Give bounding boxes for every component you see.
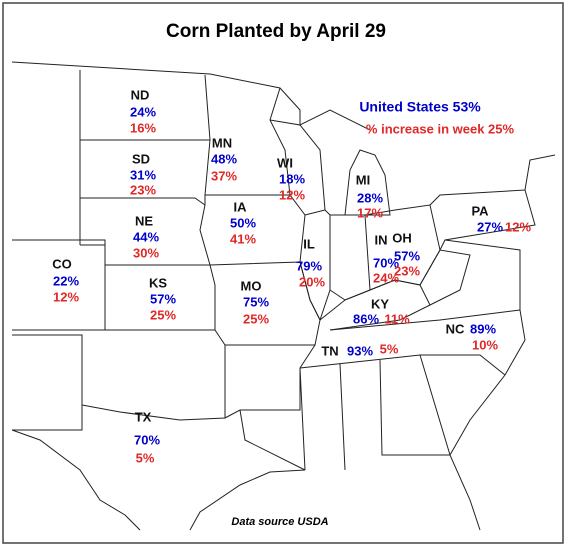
- increase-pct: 5%: [136, 450, 155, 465]
- state-abbr: KY: [371, 296, 389, 311]
- increase-pct: 16%: [130, 120, 156, 135]
- us-planted: United States 53%: [359, 99, 481, 115]
- increase-pct: 24%: [373, 270, 399, 285]
- increase-pct: 25%: [243, 311, 269, 326]
- increase-pct: 25%: [150, 307, 176, 322]
- state-abbr: OH: [392, 230, 412, 245]
- state-abbr: KS: [149, 275, 167, 290]
- state-abbr: IL: [303, 236, 315, 251]
- planted-pct: 18%: [279, 171, 305, 186]
- planted-pct: 48%: [211, 151, 237, 166]
- state-abbr: NC: [446, 321, 465, 336]
- increase-pct: 11%: [384, 311, 410, 326]
- state-abbr: WI: [277, 155, 293, 170]
- source: Data source USDA: [231, 516, 328, 528]
- state-abbr: MO: [241, 278, 262, 293]
- state-abbr: MN: [212, 135, 232, 150]
- us-increase: % increase in week 25%: [366, 121, 515, 136]
- planted-pct: 75%: [243, 294, 269, 309]
- increase-pct: 30%: [133, 245, 159, 260]
- state-borders: [11, 61, 556, 531]
- planted-pct: 22%: [53, 273, 79, 288]
- state-abbr: SD: [132, 151, 150, 166]
- increase-pct: 12%: [505, 219, 531, 234]
- state-abbr: TX: [135, 409, 152, 424]
- state-abbr: CO: [52, 256, 72, 271]
- planted-pct: 70%: [373, 255, 399, 270]
- planted-pct: 70%: [134, 432, 160, 447]
- state-abbr: PA: [471, 203, 489, 218]
- planted-pct: 31%: [130, 167, 156, 182]
- planted-pct: 50%: [230, 215, 256, 230]
- planted-pct: 44%: [133, 229, 159, 244]
- state-abbr: IA: [234, 199, 248, 214]
- planted-pct: 28%: [357, 190, 383, 205]
- planted-pct: 89%: [470, 321, 496, 336]
- increase-pct: 10%: [472, 337, 498, 352]
- frame: [2, 2, 564, 544]
- state-abbr: IN: [375, 232, 388, 247]
- planted-pct: 57%: [150, 291, 176, 306]
- state-abbr: NE: [135, 213, 153, 228]
- planted-pct: 57%: [394, 248, 420, 263]
- planted-pct: 93%: [347, 343, 373, 358]
- title: Corn Planted by April 29: [166, 21, 386, 42]
- increase-pct: 23%: [130, 182, 156, 197]
- increase-pct: 20%: [299, 274, 325, 289]
- state-abbr: TN: [321, 343, 338, 358]
- planted-pct: 27%: [477, 219, 503, 234]
- increase-pct: 5%: [380, 341, 399, 356]
- state-abbr: MI: [356, 172, 370, 187]
- increase-pct: 17%: [357, 205, 383, 220]
- planted-pct: 24%: [130, 104, 156, 119]
- state-abbr: ND: [131, 87, 150, 102]
- increase-pct: 41%: [230, 231, 256, 246]
- planted-pct: 79%: [296, 258, 322, 273]
- increase-pct: 12%: [53, 289, 79, 304]
- planted-pct: 86%: [353, 311, 379, 326]
- increase-pct: 12%: [279, 187, 305, 202]
- increase-pct: 37%: [211, 168, 237, 183]
- increase-pct: 23%: [394, 263, 420, 278]
